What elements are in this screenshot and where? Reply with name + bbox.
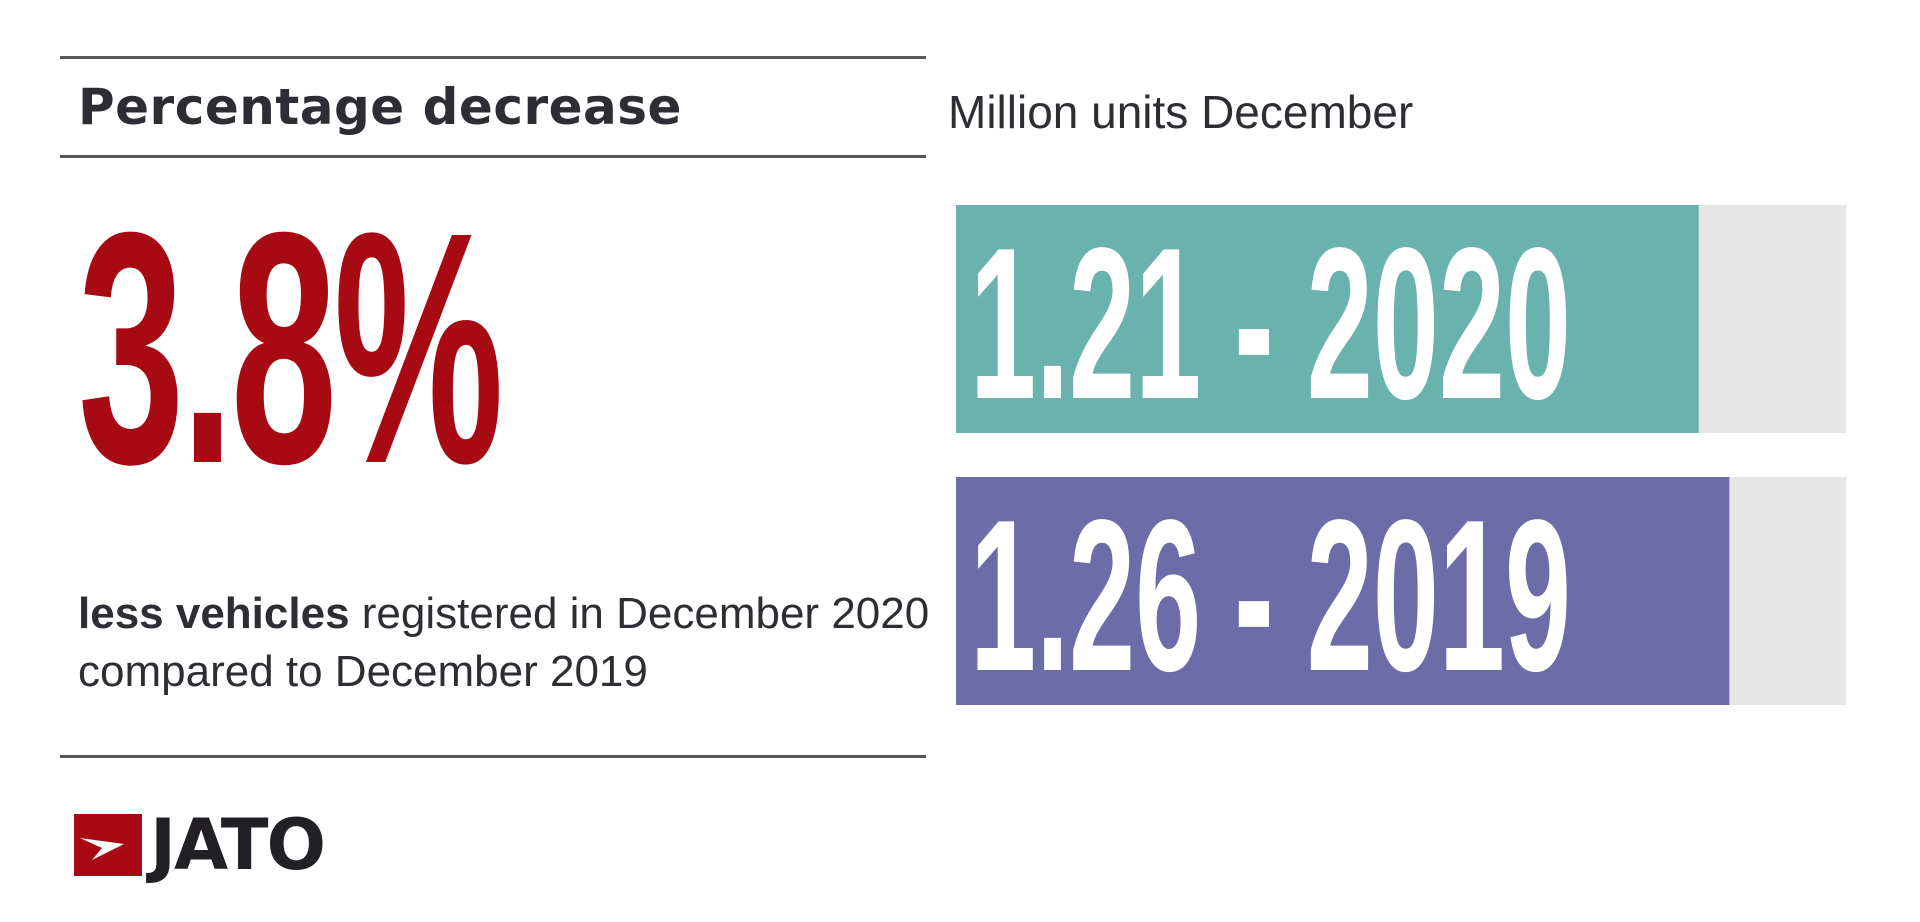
top-divider bbox=[60, 56, 926, 59]
title-divider bbox=[60, 155, 926, 158]
caption-text: less vehicles registered in December 202… bbox=[78, 585, 938, 701]
bar-label-2019: 1.26 - 2019 bbox=[970, 474, 1571, 716]
bar-label-2020: 1.21 - 2020 bbox=[970, 202, 1571, 444]
logo-text: JATO bbox=[150, 804, 326, 886]
bottom-divider bbox=[60, 755, 926, 758]
bar-2019 bbox=[956, 477, 1730, 705]
caption-bold: less vehicles bbox=[78, 589, 350, 638]
jato-logo: JATO bbox=[74, 804, 326, 886]
section-title: Percentage decrease bbox=[78, 78, 682, 136]
bar-2020 bbox=[956, 205, 1699, 433]
caption-rest: registered in December 2020 compared to … bbox=[78, 589, 930, 696]
chart-title: Million units December bbox=[948, 86, 1414, 138]
jato-flag-icon bbox=[74, 814, 142, 876]
